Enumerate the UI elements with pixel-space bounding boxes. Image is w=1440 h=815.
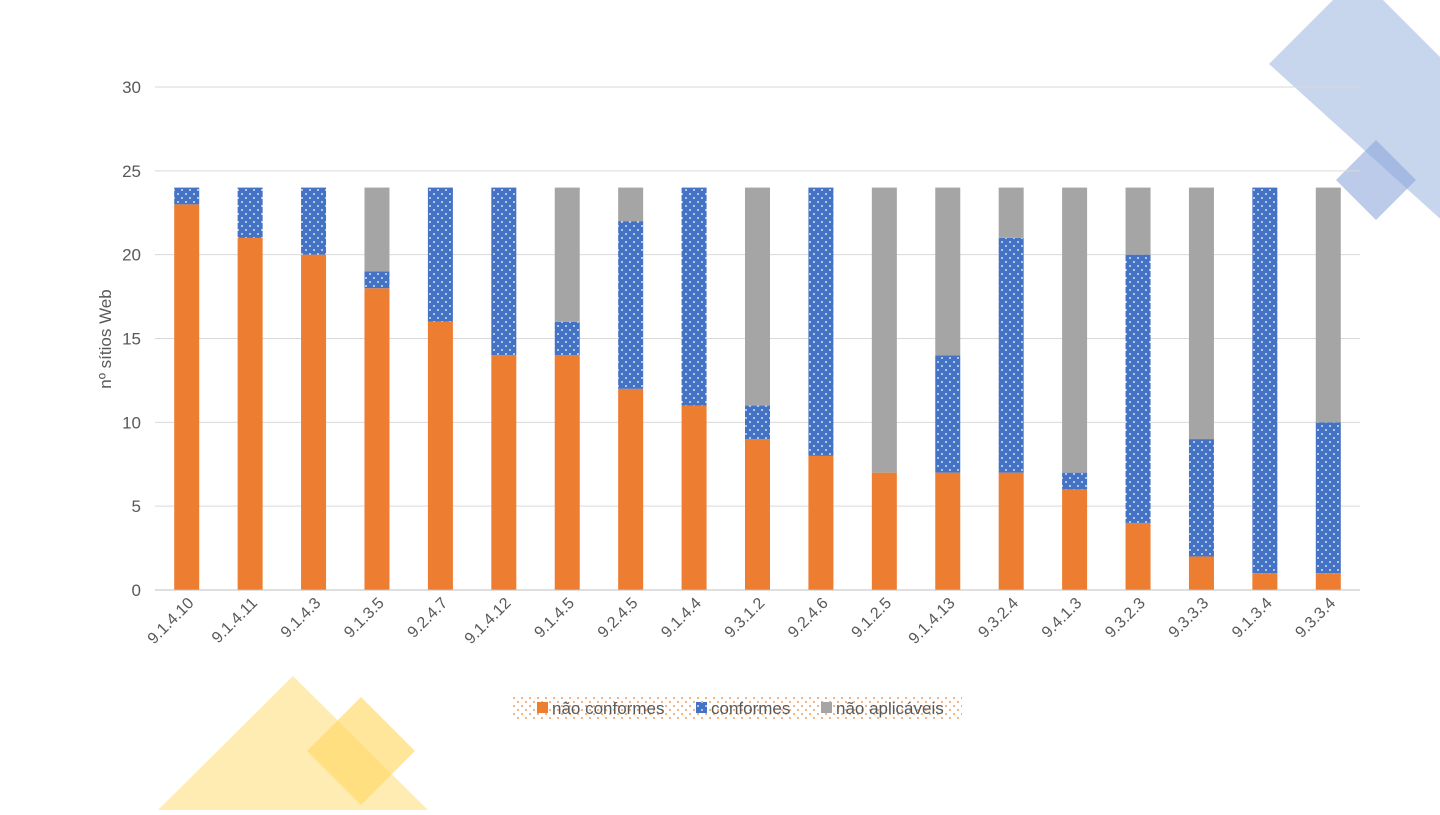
bar-segment-conformes: [745, 405, 770, 440]
bar-segment-nao-conformes: [427, 321, 453, 590]
x-tick-label: 9.3.1.2: [722, 595, 769, 642]
bar-segment-nao-conformes: [808, 455, 834, 590]
bar-segment-conformes: [935, 355, 961, 473]
bar-segment-nao-aplicaveis: [1062, 187, 1088, 473]
bar-segment-nao-aplicaveis: [745, 187, 770, 406]
bar-segment-conformes: [1315, 422, 1341, 574]
bar-segment-nao-conformes: [1188, 556, 1214, 590]
bar-segment-nao-conformes: [1125, 522, 1151, 590]
bar-segment-conformes: [237, 187, 263, 238]
x-tick-label: 9.3.2.4: [975, 595, 1022, 642]
bar-segment-nao-conformes: [554, 355, 580, 590]
x-tick-label: 9.1.3.5: [341, 595, 388, 642]
x-tick-label: 9.1.4.5: [531, 595, 578, 642]
legend-label: conformes: [711, 699, 790, 718]
decoration-diamond-yellow: [307, 697, 415, 805]
bar-segment-conformes: [618, 221, 644, 389]
bar-segment-nao-conformes: [301, 254, 327, 590]
bar-segment-nao-conformes: [1252, 573, 1278, 590]
x-tick-label: 9.2.4.7: [405, 595, 452, 642]
y-axis-ticks: 0 5 10 15 20 25 30: [122, 78, 141, 600]
x-tick-label: 9.1.4.3: [278, 595, 325, 642]
y-tick-label: 15: [122, 330, 141, 349]
legend-swatch: [821, 702, 832, 713]
bar-segment-nao-conformes: [364, 288, 390, 590]
bar-segment-conformes: [1188, 439, 1214, 557]
bar-segment-nao-aplicaveis: [998, 187, 1024, 238]
bar-segment-nao-conformes: [681, 405, 707, 590]
y-tick-label: 0: [132, 581, 141, 600]
x-tick-label: 9.1.4.13: [906, 595, 959, 648]
legend-border: [513, 696, 962, 720]
x-tick-label: 9.3.2.3: [1102, 595, 1149, 642]
bar-segment-conformes: [364, 271, 390, 289]
bar-segment-nao-conformes: [618, 388, 644, 590]
x-tick-label: 9.3.3.4: [1292, 595, 1339, 642]
bar-segment-conformes: [1062, 472, 1088, 490]
x-tick-label: 9.3.3.3: [1166, 595, 1213, 642]
decoration-diamond-small: [1336, 140, 1416, 220]
x-tick-label: 9.1.2.5: [849, 595, 896, 642]
y-tick-label: 10: [122, 413, 141, 432]
legend-label: não conformes: [552, 699, 664, 718]
bars: [174, 187, 1341, 590]
y-tick-label: 20: [122, 246, 141, 265]
bar-segment-nao-aplicaveis: [1188, 187, 1214, 440]
bar-segment-nao-aplicaveis: [871, 187, 897, 473]
bar-segment-nao-aplicaveis: [1125, 187, 1151, 255]
bar-segment-nao-conformes: [491, 355, 517, 590]
x-tick-label: 9.2.4.6: [785, 595, 832, 642]
bar-segment-nao-conformes: [745, 439, 770, 590]
bar-segment-conformes: [301, 187, 327, 255]
x-tick-label: 9.2.4.5: [595, 595, 642, 642]
decoration-bottom-left: [158, 676, 428, 810]
x-tick-label: 9.1.4.12: [462, 595, 515, 648]
bar-segment-nao-conformes: [935, 472, 961, 590]
bar-segment-nao-conformes: [998, 472, 1024, 590]
bar-segment-nao-aplicaveis: [935, 187, 961, 356]
bar-segment-conformes: [554, 321, 580, 356]
bar-segment-conformes: [998, 237, 1024, 473]
bar-segment-nao-conformes: [237, 237, 263, 590]
x-axis-ticks: 9.1.4.10 9.1.4.11 9.1.4.3 9.1.3.5 9.2.4.7 9.1…: [145, 595, 1340, 648]
bar-segment-nao-conformes: [871, 472, 897, 590]
x-tick-label: 9.1.4.11: [209, 595, 261, 647]
bar-segment-nao-conformes: [174, 204, 200, 590]
bar-segment-nao-aplicaveis: [364, 187, 390, 272]
x-tick-label: 9.1.3.4: [1229, 595, 1276, 642]
bar-segment-conformes: [808, 187, 834, 456]
bar-segment-conformes: [427, 187, 453, 322]
bar-segment-conformes: [174, 187, 200, 205]
bar-segment-nao-conformes: [1315, 573, 1341, 590]
bar-segment-conformes: [1125, 254, 1151, 523]
legend-label: não aplicáveis: [836, 699, 944, 718]
x-tick-label: 9.1.4.10: [145, 595, 198, 648]
x-tick-label: 9.1.4.4: [658, 595, 705, 642]
bar-segment-nao-aplicaveis: [1315, 187, 1341, 423]
y-tick-label: 25: [122, 162, 141, 181]
legend-swatch: [696, 702, 707, 713]
bar-segment-conformes: [681, 187, 707, 406]
bar-segment-nao-aplicaveis: [554, 187, 580, 322]
bar-segment-conformes: [1252, 187, 1278, 574]
legend-swatch: [537, 702, 548, 713]
bar-segment-nao-aplicaveis: [618, 187, 644, 222]
bar-segment-conformes: [491, 187, 517, 356]
x-tick-label: 9.4.1.3: [1039, 595, 1086, 642]
bar-segment-nao-conformes: [1062, 489, 1088, 590]
y-tick-label: 30: [122, 78, 141, 97]
y-axis-label: nº sítios Web: [96, 289, 115, 388]
legend: não conformes conformes não aplicáveis: [513, 696, 962, 720]
decoration-top-right: [1269, 0, 1440, 220]
y-tick-label: 5: [132, 497, 141, 516]
